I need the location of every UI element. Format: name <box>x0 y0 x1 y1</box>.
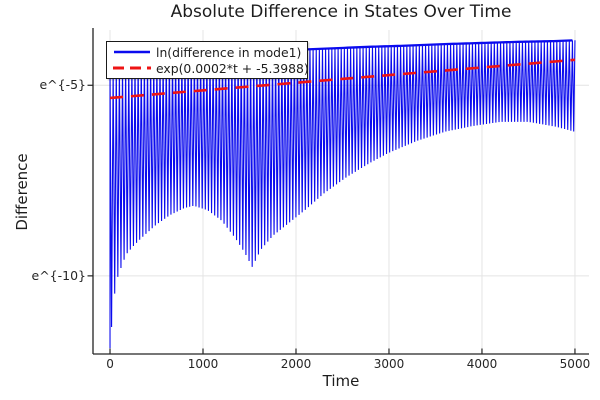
legend-label: ln(difference in mode1) <box>156 44 302 60</box>
legend-entry-blue: ln(difference in mode1) <box>113 45 301 60</box>
x-tick-label: 1000 <box>187 357 219 371</box>
red-dashed-line-sample-icon <box>113 66 151 70</box>
series-oscillation <box>109 40 576 349</box>
y-tick-label: e^{-5} <box>39 77 86 93</box>
x-tick-label: 3000 <box>373 357 405 371</box>
x-tick-label: 5000 <box>559 357 591 371</box>
legend-entry-red: exp(0.0002*t + -5.3988) <box>113 61 309 76</box>
x-tick-label: 2000 <box>280 357 312 371</box>
y-tick-label: e^{-10} <box>31 267 87 283</box>
chart-title: Absolute Difference in States Over Time <box>170 2 512 22</box>
x-tick-label: 4000 <box>466 357 498 371</box>
x-tick-label: 0 <box>106 357 114 371</box>
legend-label: exp(0.0002*t + -5.3988) <box>156 60 309 76</box>
x-axis-label: Time <box>322 372 360 390</box>
series-fit-line <box>109 58 576 100</box>
blue-line-sample-icon <box>114 50 150 54</box>
legend-box: ln(difference in mode1) exp(0.0002*t + -… <box>106 41 309 79</box>
